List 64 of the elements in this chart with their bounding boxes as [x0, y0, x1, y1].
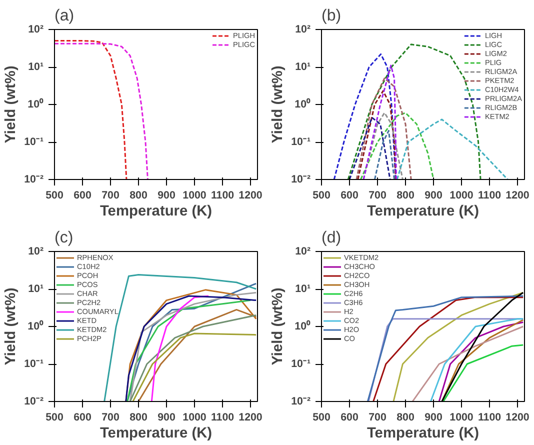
x-tick-label: 1100: [210, 190, 234, 202]
y-tick-label: 10¹: [295, 61, 311, 73]
x-axis-title: Temperature (K): [100, 204, 212, 220]
x-tick-label: 500: [312, 190, 330, 202]
x-tick-label: 600: [340, 412, 358, 424]
x-tick-label: 1100: [478, 190, 502, 202]
y-tick-label: 10²: [28, 246, 44, 258]
y-tick-label: 10⁻²: [291, 396, 311, 408]
y-tick-label: 10²: [295, 246, 311, 258]
x-tick-label: 600: [340, 190, 358, 202]
chart-title: (b): [322, 8, 342, 24]
y-tick-label: 10⁻¹: [291, 136, 311, 148]
x-axis-title: Temperature (K): [366, 204, 480, 220]
x-tick-label: 600: [74, 190, 92, 202]
y-axis-title: Yield (wt%): [270, 66, 286, 144]
x-tick-label: 1200: [506, 190, 530, 202]
y-tick-label: 10⁻¹: [24, 136, 44, 148]
y-tick-label: 10⁰: [294, 98, 311, 110]
x-tick-label: 900: [158, 412, 176, 424]
x-axis-title: Temperature (K): [366, 426, 480, 442]
x-tick-label: 700: [368, 412, 386, 424]
x-axis-title: Temperature (K): [100, 426, 212, 442]
x-tick-label: 1000: [182, 412, 206, 424]
x-tick-label: 800: [396, 190, 414, 202]
x-tick-label: 900: [424, 412, 442, 424]
x-tick-label: 600: [74, 412, 92, 424]
x-tick-label: 1200: [238, 412, 262, 424]
y-tick-label: 10⁻¹: [291, 358, 311, 370]
chart-title: (d): [322, 230, 342, 246]
y-tick-label: 10¹: [28, 283, 44, 295]
chart-title: (c): [54, 230, 74, 246]
x-tick-label: 900: [424, 190, 442, 202]
x-tick-label: 1200: [506, 412, 530, 424]
y-tick-label: 10⁻¹: [24, 358, 44, 370]
x-tick-label: 800: [130, 412, 148, 424]
y-axis-title: Yield (wt%): [270, 288, 286, 366]
y-axis-title: Yield (wt%): [3, 288, 20, 366]
x-tick-label: 700: [102, 190, 120, 202]
x-tick-label: 700: [102, 412, 120, 424]
y-tick-label: 10⁻²: [291, 174, 311, 186]
x-tick-label: 500: [312, 412, 330, 424]
y-tick-label: 10⁻²: [24, 174, 44, 186]
y-tick-label: 10⁻²: [24, 396, 44, 408]
x-tick-label: 1200: [238, 190, 262, 202]
y-tick-label: 10²: [295, 24, 311, 36]
x-tick-label: 800: [396, 412, 414, 424]
x-tick-label: 800: [130, 190, 148, 202]
y-tick-label: 10⁰: [28, 320, 44, 332]
y-tick-label: 10⁰: [28, 98, 44, 110]
y-tick-label: 10²: [28, 24, 44, 36]
x-tick-label: 500: [46, 412, 64, 424]
x-tick-label: 500: [46, 190, 64, 202]
x-tick-label: 1000: [182, 190, 206, 202]
x-tick-label: 1100: [210, 412, 234, 424]
x-tick-label: 700: [368, 190, 386, 202]
y-tick-label: 10⁰: [294, 320, 311, 332]
x-tick-label: 1000: [450, 412, 474, 424]
x-tick-label: 1100: [478, 412, 502, 424]
y-tick-label: 10¹: [28, 61, 44, 73]
x-tick-label: 900: [158, 190, 176, 202]
chart-title: (a): [54, 8, 74, 24]
y-axis-title: Yield (wt%): [3, 66, 20, 144]
x-tick-label: 1000: [450, 190, 474, 202]
y-tick-label: 10¹: [295, 283, 311, 295]
